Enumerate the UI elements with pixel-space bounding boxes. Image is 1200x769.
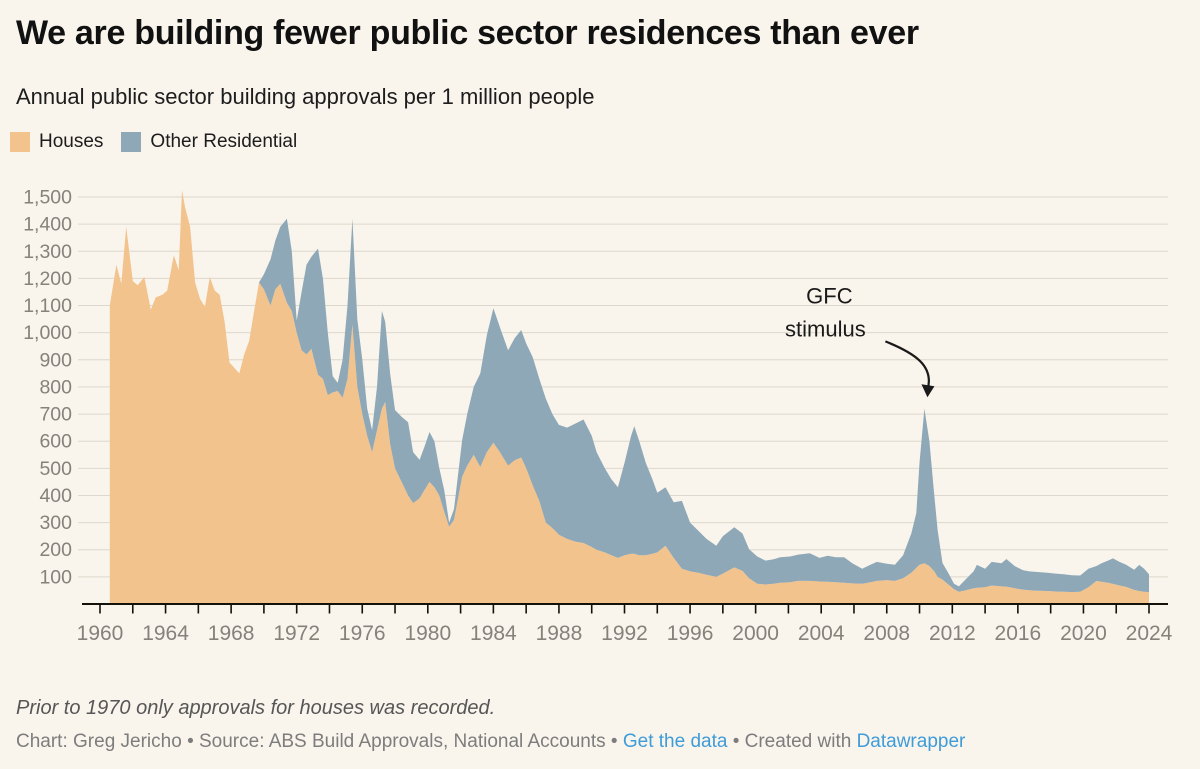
y-axis-label: 700 [39, 404, 72, 426]
other-residential-swatch [121, 132, 142, 152]
houses-area [109, 190, 1149, 604]
y-axis-label: 400 [39, 485, 72, 507]
other-residential-area [109, 190, 1149, 593]
y-axis-label: 900 [39, 349, 72, 371]
y-axis-label: 800 [39, 376, 72, 398]
created-with-text: • Created with [727, 731, 857, 752]
x-axis-label: 2016 [995, 622, 1042, 645]
x-axis-label: 1988 [536, 622, 583, 645]
y-axis-label: 600 [39, 431, 72, 453]
y-axis-label: 200 [39, 539, 72, 561]
x-axis-label: 1992 [601, 622, 648, 645]
x-axis-label: 2008 [863, 622, 910, 645]
x-axis-label: 1968 [208, 622, 255, 645]
legend-label-houses: Houses [39, 131, 104, 152]
gfc-annotation-line2: stimulus [785, 316, 866, 341]
x-axis-label: 2004 [798, 622, 845, 645]
x-axis-label: 1972 [273, 622, 320, 645]
datawrapper-link[interactable]: Datawrapper [856, 731, 966, 752]
x-axis-label: 2024 [1126, 622, 1173, 645]
legend: Houses Other Residential [10, 131, 315, 153]
page-title: We are building fewer public sector resi… [16, 14, 919, 52]
x-axis-label: 2012 [929, 622, 976, 645]
gfc-annotation-line1: GFC [806, 283, 853, 308]
x-axis-label: 1980 [404, 622, 451, 645]
annotation-arrow [884, 340, 930, 391]
x-axis-label: 1964 [142, 622, 189, 645]
x-axis-label: 1960 [77, 622, 124, 645]
legend-label-other-residential: Other Residential [150, 131, 298, 152]
y-axis-label: 1,500 [23, 187, 72, 209]
y-axis-label: 100 [39, 566, 72, 588]
x-axis-label: 1996 [667, 622, 714, 645]
legend-item-other-residential: Other Residential [121, 131, 297, 153]
attribution-line: Chart: Greg Jericho • Source: ABS Build … [16, 731, 965, 753]
attribution-text: Chart: Greg Jericho • Source: ABS Build … [16, 731, 623, 752]
x-axis-label: 2020 [1060, 622, 1107, 645]
get-the-data-link[interactable]: Get the data [622, 731, 728, 752]
y-axis-label: 1,300 [23, 241, 72, 263]
y-axis-label: 1,200 [23, 268, 72, 290]
y-axis-label: 1,100 [23, 295, 72, 317]
stacked-area-chart: 1960 1964 1968 1972 1976 1980 1984 1988 1992 1996… [23, 187, 1173, 645]
y-axis-label: 300 [39, 512, 72, 534]
houses-swatch [10, 132, 30, 152]
chart-subtitle: Annual public sector building approvals … [16, 84, 595, 109]
y-axis-label: 500 [39, 458, 72, 480]
annotation-arrowhead [921, 384, 935, 398]
legend-item-houses: Houses [10, 131, 103, 153]
x-axis-label: 1984 [470, 622, 517, 645]
x-axis-label: 2000 [732, 622, 779, 645]
y-axis-label: 1,000 [23, 322, 72, 344]
chart-footnote: Prior to 1970 only approvals for houses … [16, 697, 496, 719]
x-axis-label: 1976 [339, 622, 386, 645]
y-axis-label: 1,400 [23, 214, 72, 236]
